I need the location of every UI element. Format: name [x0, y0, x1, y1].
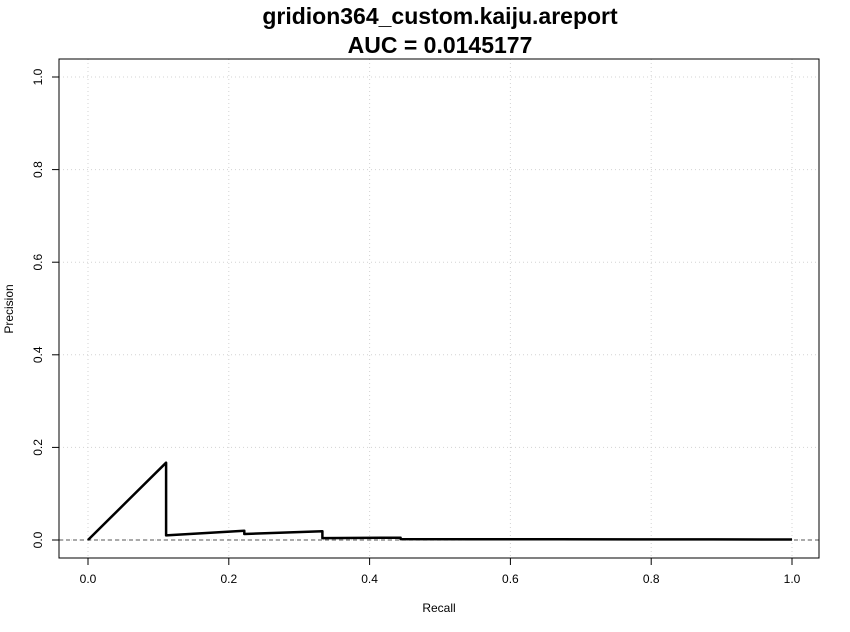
chart-subtitle: AUC = 0.0145177	[348, 32, 533, 58]
x-tick-label-1: 0.2	[220, 572, 237, 586]
y-tick-label-4: 0.8	[31, 161, 45, 178]
y-tick-label-2: 0.4	[31, 346, 45, 363]
y-tick-label-3: 0.6	[31, 254, 45, 271]
x-axis-label: Recall	[422, 601, 455, 615]
x-tick-label-3: 0.6	[502, 572, 519, 586]
chart-title: gridion364_custom.kaiju.areport	[262, 3, 618, 29]
y-tick-label-5: 1.0	[31, 68, 45, 85]
y-tick-label-1: 0.2	[31, 439, 45, 456]
x-tick-label-2: 0.4	[361, 572, 378, 586]
series-line-0	[87, 461, 793, 541]
plot-frame	[58, 58, 820, 559]
grid	[59, 59, 819, 558]
y-tick-label-0: 0.0	[31, 531, 45, 548]
series-group	[87, 461, 793, 541]
y-axis: 0.0 0.2 0.4 0.6 0.8 1.0	[31, 68, 59, 548]
x-tick-label-5: 1.0	[784, 572, 801, 586]
x-axis: 0.0 0.2 0.4 0.6 0.8 1.0	[80, 558, 801, 586]
x-tick-label-4: 0.8	[643, 572, 660, 586]
x-tick-label-0: 0.0	[80, 572, 97, 586]
y-axis-label: Precision	[2, 284, 16, 333]
